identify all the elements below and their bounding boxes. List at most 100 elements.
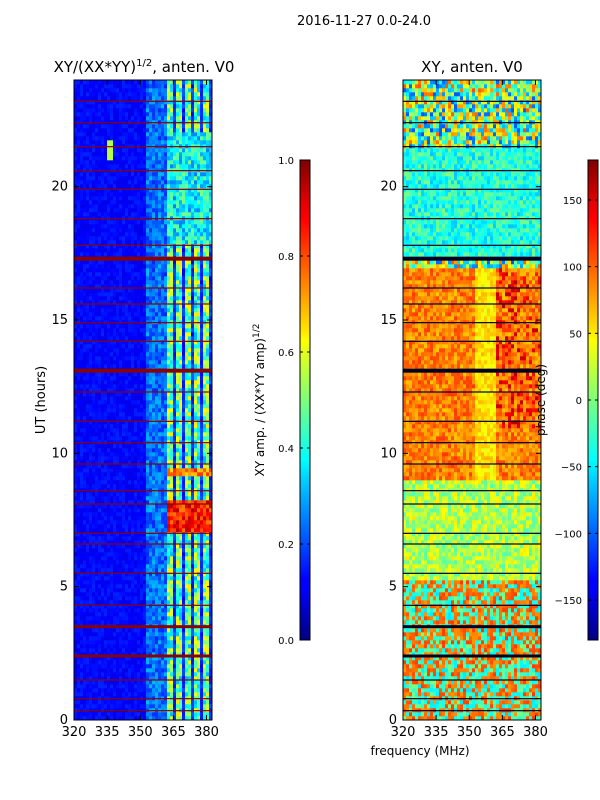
heatmap-cell <box>146 388 150 393</box>
heatmap-cell <box>140 632 144 637</box>
heatmap-cell <box>173 536 177 541</box>
heatmap-cell <box>194 604 198 609</box>
heatmap-cell <box>167 400 171 405</box>
heatmap-cell <box>83 688 87 693</box>
heatmap-cell <box>188 308 192 313</box>
heatmap-cell <box>185 408 189 413</box>
heatmap-cell <box>203 560 207 565</box>
heatmap-cell <box>101 360 105 365</box>
heatmap-cell <box>182 516 186 521</box>
heatmap-cell <box>77 412 81 417</box>
heatmap-cell <box>179 288 183 293</box>
heatmap-cell <box>140 448 144 453</box>
heatmap-cell <box>95 468 99 473</box>
heatmap-cell <box>146 340 150 345</box>
heatmap-cell <box>194 304 198 309</box>
heatmap-cell <box>146 372 150 377</box>
heatmap-cell <box>182 616 186 621</box>
heatmap-cell <box>155 332 159 337</box>
heatmap-cell <box>89 500 93 505</box>
heatmap-cell <box>125 344 129 349</box>
heatmap-cell <box>98 628 102 633</box>
heatmap-cell <box>152 296 156 301</box>
heatmap-cell <box>161 584 165 589</box>
heatmap-cell <box>152 600 156 605</box>
heatmap-cell <box>134 684 138 689</box>
heatmap-cell <box>92 492 96 497</box>
heatmap-cell <box>95 300 99 305</box>
heatmap-cell <box>149 548 153 553</box>
heatmap-cell <box>206 472 210 477</box>
heatmap-cell <box>95 528 99 533</box>
heatmap-cell <box>134 616 138 621</box>
heatmap-cell <box>74 652 78 657</box>
heatmap-cell <box>179 448 183 453</box>
heatmap-cell <box>74 508 78 513</box>
heatmap-cell <box>167 308 171 313</box>
heatmap-cell <box>185 664 189 669</box>
heatmap-cell <box>101 476 105 481</box>
heatmap-cell <box>182 364 186 369</box>
heatmap-cell <box>176 576 180 581</box>
heatmap-cell <box>203 428 207 433</box>
heatmap-cell <box>206 312 210 317</box>
heatmap-cell <box>152 408 156 413</box>
heatmap-cell <box>119 508 123 513</box>
heatmap-cell <box>83 444 87 449</box>
heatmap-cell <box>182 312 186 317</box>
heatmap-cell <box>74 428 78 433</box>
heatmap-cell <box>209 520 213 525</box>
heatmap-cell <box>203 504 207 509</box>
heatmap-cell <box>134 300 138 305</box>
heatmap-cell <box>89 460 93 465</box>
heatmap-cell <box>113 508 117 513</box>
heatmap-cell <box>191 588 195 593</box>
heatmap-cell <box>206 516 210 521</box>
heatmap-cell <box>89 636 93 641</box>
heatmap-cell <box>188 512 192 517</box>
heatmap-cell <box>86 412 90 417</box>
heatmap-cell <box>140 600 144 605</box>
heatmap-cell <box>161 288 165 293</box>
heatmap-cell <box>176 620 180 625</box>
heatmap-cell <box>197 328 201 333</box>
heatmap-cell <box>119 380 123 385</box>
heatmap-cell <box>128 684 132 689</box>
heatmap-cell <box>131 404 135 409</box>
heatmap-cell <box>149 400 153 405</box>
heatmap-cell <box>134 652 138 657</box>
heatmap-cell <box>158 692 162 697</box>
heatmap-cell <box>176 424 180 429</box>
heatmap-cell <box>104 288 108 293</box>
heatmap-cell <box>83 608 87 613</box>
heatmap-cell <box>140 380 144 385</box>
heatmap-cell <box>206 592 210 597</box>
heatmap-cell <box>110 384 114 389</box>
heatmap-cell <box>164 496 168 501</box>
heatmap-cell <box>125 460 129 465</box>
heatmap-cell <box>206 364 210 369</box>
heatmap-cell <box>200 400 204 405</box>
heatmap-cell <box>182 660 186 665</box>
heatmap-cell <box>149 608 153 613</box>
heatmap-cell <box>107 524 111 529</box>
heatmap-cell <box>200 716 204 721</box>
heatmap-cell <box>116 360 120 365</box>
heatmap-cell <box>101 616 105 621</box>
heatmap-cell <box>170 448 174 453</box>
heatmap-cell <box>137 448 141 453</box>
heatmap-cell <box>74 688 78 693</box>
heatmap-cell <box>185 396 189 401</box>
heatmap-cell <box>77 348 81 353</box>
heatmap-cell <box>209 508 213 513</box>
heatmap-cell <box>185 456 189 461</box>
heatmap-cell <box>179 292 183 297</box>
heatmap-cell <box>107 508 111 513</box>
heatmap-cell <box>101 312 105 317</box>
heatmap-cell <box>134 304 138 309</box>
heatmap-cell <box>95 716 99 721</box>
heatmap-cell <box>77 340 81 345</box>
heatmap-cell <box>125 444 129 449</box>
heatmap-cell <box>203 452 207 457</box>
heatmap-cell <box>92 584 96 589</box>
